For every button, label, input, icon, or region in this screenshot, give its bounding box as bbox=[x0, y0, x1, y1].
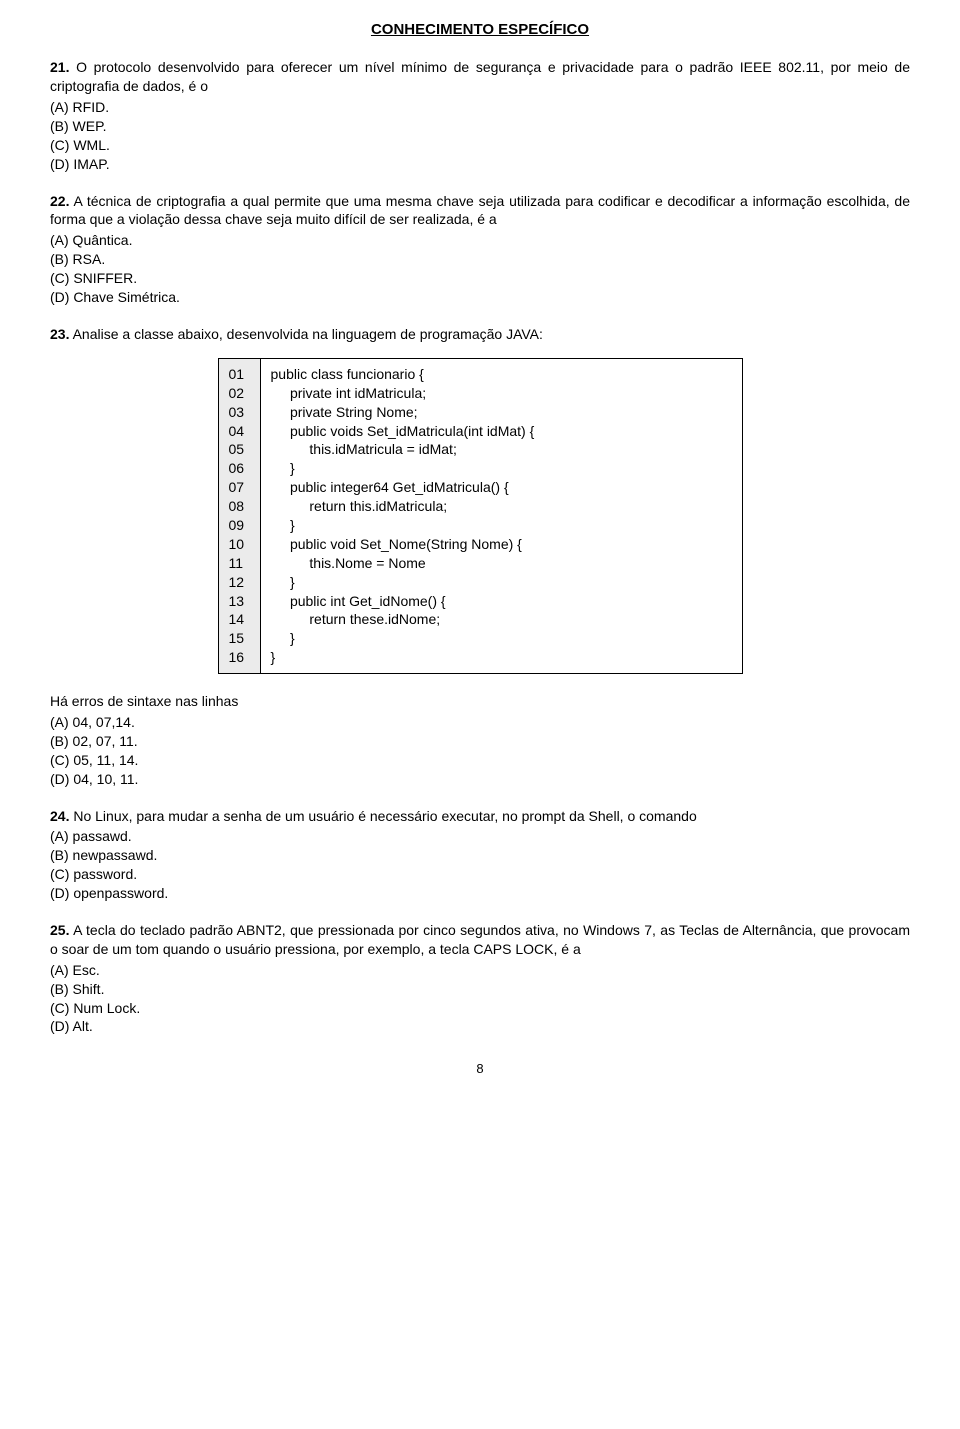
q21-option-b: (B) WEP. bbox=[50, 117, 910, 136]
q21-option-a: (A) RFID. bbox=[50, 98, 910, 117]
q25-option-d: (D) Alt. bbox=[50, 1017, 910, 1036]
code-table: 01 02 03 04 05 06 07 08 09 10 11 12 13 1… bbox=[218, 358, 743, 674]
question-25: 25. A tecla do teclado padrão ABNT2, que… bbox=[50, 921, 910, 1036]
question-23-aftertext: Há erros de sintaxe nas linhas bbox=[50, 692, 910, 711]
q22-option-a: (A) Quântica. bbox=[50, 231, 910, 250]
q22-option-b: (B) RSA. bbox=[50, 250, 910, 269]
question-22-text: A técnica de criptografia a qual permite… bbox=[50, 193, 910, 228]
q25-option-c: (C) Num Lock. bbox=[50, 999, 910, 1018]
q24-option-a: (A) passawd. bbox=[50, 827, 910, 846]
q25-option-b: (B) Shift. bbox=[50, 980, 910, 999]
q23-option-d: (D) 04, 10, 11. bbox=[50, 770, 910, 789]
q21-option-c: (C) WML. bbox=[50, 136, 910, 155]
q23-option-b: (B) 02, 07, 11. bbox=[50, 732, 910, 751]
question-25-text: A tecla do teclado padrão ABNT2, que pre… bbox=[50, 922, 910, 957]
question-21-number: 21. bbox=[50, 59, 69, 75]
q22-option-d: (D) Chave Simétrica. bbox=[50, 288, 910, 307]
question-23-number: 23. bbox=[50, 326, 69, 342]
question-22: 22. A técnica de criptografia a qual per… bbox=[50, 192, 910, 307]
question-21: 21. O protocolo desenvolvido para oferec… bbox=[50, 58, 910, 173]
q25-option-a: (A) Esc. bbox=[50, 961, 910, 980]
q21-option-d: (D) IMAP. bbox=[50, 155, 910, 174]
question-23: 23. Analise a classe abaixo, desenvolvid… bbox=[50, 325, 910, 789]
question-21-text: O protocolo desenvolvido para oferecer u… bbox=[50, 59, 910, 94]
q23-option-c: (C) 05, 11, 14. bbox=[50, 751, 910, 770]
q23-option-a: (A) 04, 07,14. bbox=[50, 713, 910, 732]
page-number: 8 bbox=[50, 1060, 910, 1078]
q24-option-b: (B) newpassawd. bbox=[50, 846, 910, 865]
question-23-text: Analise a classe abaixo, desenvolvida na… bbox=[73, 326, 543, 342]
section-title: CONHECIMENTO ESPECÍFICO bbox=[50, 20, 910, 40]
question-24: 24. No Linux, para mudar a senha de um u… bbox=[50, 807, 910, 903]
code-line-numbers: 01 02 03 04 05 06 07 08 09 10 11 12 13 1… bbox=[218, 358, 260, 673]
question-22-number: 22. bbox=[50, 193, 69, 209]
code-body: public class funcionario { private int i… bbox=[260, 358, 742, 673]
question-24-number: 24. bbox=[50, 808, 69, 824]
q24-option-d: (D) openpassword. bbox=[50, 884, 910, 903]
q22-option-c: (C) SNIFFER. bbox=[50, 269, 910, 288]
q24-option-c: (C) password. bbox=[50, 865, 910, 884]
question-24-text: No Linux, para mudar a senha de um usuár… bbox=[73, 808, 696, 824]
question-25-number: 25. bbox=[50, 922, 69, 938]
